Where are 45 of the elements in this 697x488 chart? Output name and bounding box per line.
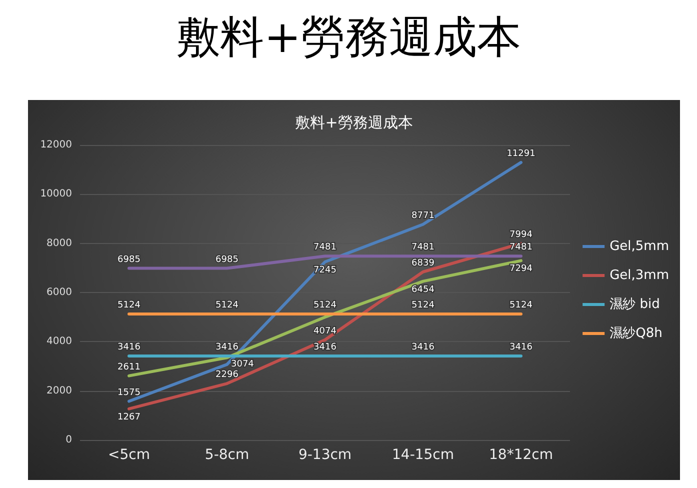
- data-label: 5124: [118, 300, 141, 311]
- data-label: 7481: [412, 242, 434, 253]
- data-label: 7994: [510, 230, 533, 240]
- x-tick-label: 9-13cm: [298, 447, 352, 463]
- y-tick-label: 4000: [46, 336, 72, 348]
- data-label: 3416: [216, 342, 239, 353]
- data-label: 3416: [314, 342, 337, 353]
- data-label: 3074: [231, 359, 254, 370]
- data-label: 8771: [412, 210, 434, 221]
- x-tick-label: 14-15cm: [392, 447, 454, 463]
- data-label: 6839: [412, 258, 435, 268]
- chart-title: 敷料+勞務週成本: [175, 11, 522, 65]
- data-label: 6985: [118, 254, 140, 265]
- data-label: 5124: [314, 300, 337, 311]
- y-tick-label: 0: [66, 434, 72, 446]
- chart-subtitle: 敷料+勞務週成本: [295, 114, 413, 132]
- data-label: 3416: [412, 342, 435, 353]
- data-label: 3416: [118, 342, 141, 353]
- data-label: 6454: [412, 284, 435, 295]
- y-tick-label: 6000: [46, 287, 72, 298]
- data-label: 6985: [216, 254, 238, 265]
- data-label: 1267: [118, 412, 140, 422]
- y-tick-label: 8000: [46, 238, 72, 249]
- legend-label: 濕紗 bid: [610, 297, 660, 312]
- y-tick-label: 10000: [40, 188, 72, 200]
- data-label: 5124: [412, 300, 435, 311]
- data-label: 5124: [216, 300, 239, 311]
- data-label: 3416: [510, 342, 533, 353]
- legend-label: Gel,3mm: [610, 268, 670, 283]
- legend-label: 濕紗Q8h: [610, 326, 662, 341]
- data-label: 7294: [510, 264, 533, 274]
- data-label: 7481: [510, 242, 532, 253]
- data-label: 7481: [314, 242, 336, 253]
- legend-label: Gel,5mm: [610, 239, 670, 254]
- data-label: 5124: [510, 300, 533, 311]
- data-label: 4074: [314, 326, 337, 336]
- data-label: 11291: [506, 148, 536, 159]
- x-tick-label: <5cm: [108, 447, 150, 463]
- y-tick-label: 12000: [40, 140, 72, 150]
- x-tick-label: 18*12cm: [489, 447, 553, 463]
- y-tick-label: 2000: [46, 385, 72, 396]
- x-tick-label: 5-8cm: [204, 447, 250, 463]
- data-label: 1575: [118, 388, 140, 398]
- data-label: 2611: [118, 362, 140, 372]
- data-label: 2296: [216, 370, 239, 380]
